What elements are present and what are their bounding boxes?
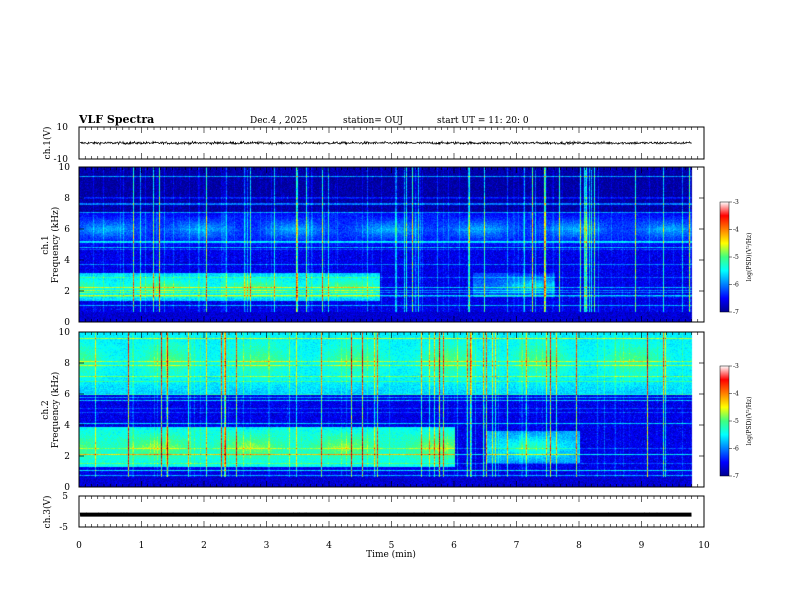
ch1-frequency-ylabel: Frequency (kHz) xyxy=(50,207,61,284)
ch2-colorbar xyxy=(719,365,730,477)
colorbar-tick-label: -6 xyxy=(733,282,739,289)
ch1-ytick-top: 10 xyxy=(57,123,69,133)
x-tick-label: 5 xyxy=(389,541,395,551)
ch3-waveform-panel: 5 -5 ch.3(V) xyxy=(42,492,705,533)
ch3-ytick-bottom: -5 xyxy=(59,523,68,533)
ch1-waveform-trace xyxy=(79,140,692,146)
colorbar-tick-label: -3 xyxy=(733,363,739,370)
x-tick-label: 10 xyxy=(698,541,710,551)
ch2-colorbar-label: log(PSD)(V²/Hz) xyxy=(746,397,753,446)
colorbar-tick-label: -5 xyxy=(733,418,739,425)
frequency-tick-label: 6 xyxy=(64,390,70,400)
x-tick-label: 4 xyxy=(326,541,332,551)
ch2-spectrogram-ylabel: ch.2 xyxy=(41,400,51,419)
frequency-tick-label: 6 xyxy=(64,225,70,235)
figure-title: VLF Spectra xyxy=(78,113,154,126)
date-label: Dec.4 , 2025 xyxy=(250,116,308,126)
frequency-tick-label: 8 xyxy=(64,194,70,204)
ch1-spectrogram-ylabel: ch.1 xyxy=(41,235,51,254)
ch1-waveform-frame xyxy=(78,126,705,160)
colorbar-tick-label: -7 xyxy=(733,309,739,316)
frequency-tick-label: 2 xyxy=(64,287,70,297)
ch3-ytick-top: 5 xyxy=(62,492,68,502)
frequency-tick-label: 8 xyxy=(64,359,70,369)
x-axis-label: Time (min) xyxy=(366,549,416,560)
colorbar-tick-label: -4 xyxy=(733,227,739,234)
frequency-tick-label: 4 xyxy=(64,256,70,266)
ch1-spectrogram-frame xyxy=(78,166,705,323)
frequency-tick-label: 2 xyxy=(64,452,70,462)
x-tick-label: 3 xyxy=(264,541,270,551)
colorbar-tick-label: -5 xyxy=(733,254,739,261)
x-tick-label: 2 xyxy=(201,541,207,551)
ch2-spectrogram-frame xyxy=(78,331,705,488)
ch1-colorbar-label: log(PSD)(V²/Hz) xyxy=(746,233,753,282)
ch3-waveform-frame xyxy=(78,495,705,528)
x-tick-label: 9 xyxy=(639,541,645,551)
frequency-tick-label: 10 xyxy=(59,328,71,338)
ch2-frequency-ylabel: Frequency (kHz) xyxy=(50,372,61,449)
x-tick-label: 1 xyxy=(139,541,145,551)
frequency-tick-label: 0 xyxy=(64,483,70,493)
x-tick-label: 8 xyxy=(576,541,582,551)
x-tick-label: 7 xyxy=(514,541,520,551)
start-time-label: start UT = 11: 20: 0 xyxy=(437,116,529,126)
ch2-spectrogram-image xyxy=(79,332,704,487)
colorbar-tick-label: -7 xyxy=(733,473,739,480)
frequency-tick-label: 10 xyxy=(59,163,71,173)
ch1-ytick-bottom: -10 xyxy=(54,155,69,165)
colorbar-tick-label: -3 xyxy=(733,199,739,206)
station-label: station= OUJ xyxy=(343,116,403,126)
x-tick-label: 0 xyxy=(76,541,82,551)
frequency-tick-label: 0 xyxy=(64,318,70,328)
ch1-waveform-ylabel: ch.1(V) xyxy=(42,127,53,160)
ch3-waveform-ylabel: ch.3(V) xyxy=(42,496,53,529)
frequency-tick-label: 4 xyxy=(64,421,70,431)
ch1-colorbar xyxy=(719,201,730,313)
ch1-waveform-panel: 10 -10 ch.1(V) xyxy=(42,123,705,165)
x-tick-label: 6 xyxy=(451,541,457,551)
colorbar-tick-label: -6 xyxy=(733,446,739,453)
ch1-spectrogram-image xyxy=(79,167,704,322)
colorbar-tick-label: -4 xyxy=(733,391,739,398)
